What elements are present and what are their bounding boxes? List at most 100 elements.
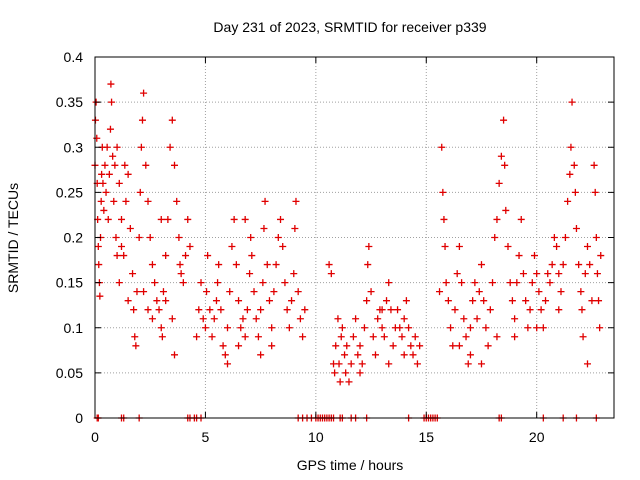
data-point — [519, 270, 527, 278]
data-point — [400, 315, 408, 323]
data-points — [91, 80, 605, 422]
data-point — [254, 333, 262, 341]
data-point — [148, 315, 156, 323]
data-point — [281, 279, 289, 287]
data-point — [252, 315, 260, 323]
data-point — [176, 261, 184, 269]
data-point — [182, 252, 190, 260]
data-point — [564, 197, 572, 205]
data-point — [504, 243, 512, 251]
data-point — [131, 333, 139, 341]
data-point — [378, 324, 386, 332]
data-point — [539, 324, 547, 332]
data-point — [241, 215, 249, 223]
data-point — [166, 143, 174, 151]
data-point — [158, 333, 166, 341]
data-point — [115, 179, 123, 187]
data-point — [325, 261, 333, 269]
data-point — [493, 215, 501, 223]
data-point — [100, 206, 108, 214]
data-point — [155, 306, 163, 314]
data-point — [268, 342, 276, 350]
data-point — [122, 197, 130, 205]
data-point — [168, 116, 176, 124]
data-point — [290, 270, 298, 278]
data-point — [591, 188, 599, 196]
data-point — [265, 297, 273, 305]
data-point — [105, 170, 113, 178]
data-point — [559, 261, 567, 269]
data-point — [250, 288, 258, 296]
data-point — [98, 170, 106, 178]
y-tick-label: 0.25 — [56, 184, 83, 200]
data-point — [99, 179, 107, 187]
data-point — [475, 288, 483, 296]
data-point — [204, 252, 212, 260]
data-point — [121, 161, 129, 169]
data-point — [177, 270, 185, 278]
data-point — [438, 143, 446, 151]
data-point — [292, 197, 300, 205]
data-point — [270, 288, 278, 296]
data-point — [142, 161, 150, 169]
data-point — [219, 342, 227, 350]
data-point — [567, 143, 575, 151]
data-point — [526, 306, 534, 314]
data-point — [337, 333, 345, 341]
data-point — [95, 261, 103, 269]
data-point — [345, 378, 353, 386]
data-point — [442, 279, 450, 287]
data-point — [577, 288, 585, 296]
data-point — [542, 297, 550, 305]
data-point — [257, 351, 265, 359]
data-point — [296, 315, 304, 323]
data-point — [136, 188, 144, 196]
data-point — [112, 234, 120, 241]
data-point — [374, 315, 382, 323]
data-point — [263, 261, 271, 269]
data-point — [570, 161, 578, 169]
data-point — [356, 369, 364, 377]
data-point — [383, 297, 391, 305]
data-point — [396, 324, 404, 332]
data-point — [301, 306, 309, 314]
data-point — [162, 252, 170, 260]
data-point — [331, 369, 339, 377]
data-point — [102, 188, 110, 196]
data-point — [111, 161, 119, 169]
data-point — [193, 333, 201, 341]
data-point — [210, 315, 218, 323]
data-point — [140, 89, 148, 97]
y-tick-label: 0.05 — [56, 365, 83, 381]
data-point — [138, 116, 146, 124]
data-point — [294, 288, 302, 296]
data-point — [583, 243, 591, 251]
data-point — [268, 324, 276, 332]
data-point — [336, 378, 344, 386]
data-point — [272, 261, 280, 269]
data-point — [283, 306, 291, 314]
data-point — [288, 297, 296, 305]
data-point — [581, 270, 589, 278]
data-point — [241, 333, 249, 341]
data-point — [502, 206, 510, 214]
x-tick-labels: 0 5 10 15 20 — [91, 429, 545, 445]
data-point — [458, 279, 466, 287]
data-point — [327, 270, 335, 278]
data-point — [389, 342, 397, 350]
data-point — [257, 306, 265, 314]
data-point — [162, 297, 170, 305]
data-point — [285, 324, 293, 332]
data-point — [274, 234, 282, 241]
data-point — [228, 243, 236, 251]
data-point — [124, 170, 132, 178]
data-point — [352, 315, 360, 323]
data-point — [164, 215, 172, 223]
data-point — [124, 297, 132, 305]
axis-ticks — [94, 56, 614, 419]
data-point — [133, 288, 141, 296]
data-point — [575, 261, 583, 269]
data-point — [363, 297, 371, 305]
data-point — [460, 315, 468, 323]
data-point — [441, 243, 449, 251]
